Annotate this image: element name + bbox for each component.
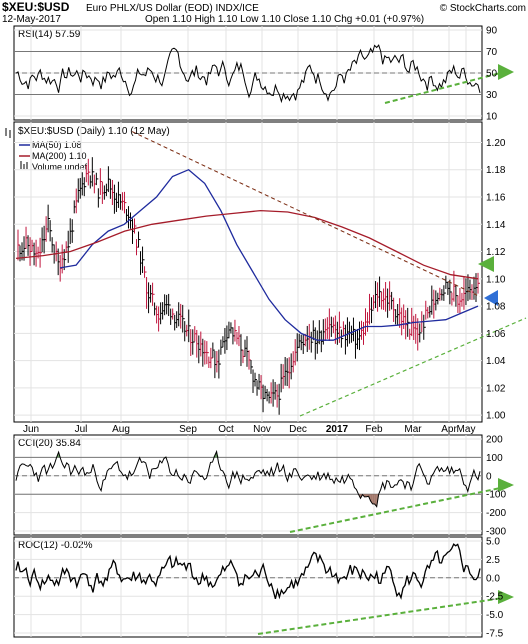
y-tick-label: -100: [486, 490, 506, 501]
chart-date: 12-May-2017: [2, 14, 61, 25]
month-label: Sep: [179, 424, 197, 435]
month-label: 2017: [326, 424, 349, 435]
cci-fill: [374, 494, 377, 507]
y-tick-label: 1.20: [486, 138, 506, 149]
month-label: Nov: [253, 424, 271, 435]
price-title: $XEU:$USD (Daily) 1.10 (12 May): [18, 126, 170, 137]
ma200-line: [15, 209, 479, 280]
downtrend-line: [131, 131, 481, 297]
y-tick-label: 1.00: [486, 411, 506, 422]
y-tick-label: 30: [486, 90, 498, 101]
rsi-title: RSI(14) 57.59: [18, 29, 81, 40]
cci-line: [15, 449, 481, 508]
price-support-trendline: [299, 317, 527, 417]
month-label: Jun: [23, 424, 39, 435]
y-tick-label: 1.12: [486, 247, 506, 258]
price-green-arrow: [478, 256, 494, 272]
roc-line: [15, 543, 481, 600]
month-label: Apr: [441, 424, 457, 435]
ma50-line: [59, 168, 479, 341]
ohlc-readout: Open 1.10 High 1.10 Low 1.10 Close 1.10 …: [145, 14, 424, 25]
y-tick-label: 50: [486, 69, 498, 80]
y-tick-label: 1.04: [486, 356, 506, 367]
symbol-title: $XEU:$USD: [2, 0, 70, 14]
y-tick-label: 1.10: [486, 274, 506, 285]
cci-fill: [372, 494, 375, 505]
y-tick-label: 0.0: [486, 573, 500, 584]
price-panel: [13, 121, 483, 423]
legend-ma50: MA(50) 1.08: [32, 140, 82, 150]
cci-support-trendline: [289, 485, 511, 533]
price-blue-arrow: [484, 290, 498, 306]
roc-support-trendline: [257, 596, 511, 635]
roc-title: ROC(12) -0.02%: [18, 540, 93, 551]
y-tick-label: 2.5: [486, 555, 500, 566]
y-tick-label: 100: [486, 453, 503, 464]
roc-panel: [13, 536, 483, 638]
y-tick-label: 1.14: [486, 220, 506, 231]
y-tick-label: -7.5: [486, 629, 504, 640]
symbol-description: Euro PHLX/US Dollar (EOD) INDX/ICE: [86, 3, 259, 14]
y-tick-label: 10: [486, 112, 498, 123]
y-tick-label: 0: [486, 471, 492, 482]
month-label: Mar: [404, 424, 422, 435]
y-tick-label: 1.06: [486, 329, 506, 340]
month-label: Aug: [112, 424, 130, 435]
y-tick-label: -300: [486, 527, 506, 538]
y-tick-label: 5.0: [486, 537, 500, 548]
y-tick-label: 70: [486, 47, 498, 58]
y-tick-label: 200: [486, 435, 503, 446]
legend-ma200: MA(200) 1.10: [32, 151, 87, 161]
y-tick-label: -5.0: [486, 610, 504, 621]
legend-volume: Volume undef: [32, 162, 88, 172]
cci-title: CCI(20) 35.84: [18, 438, 81, 449]
y-tick-label: 1.18: [486, 165, 506, 176]
price-bars-icon: [5, 128, 11, 138]
y-tick-label: 1.02: [486, 383, 506, 394]
month-label: May: [457, 424, 476, 435]
rsi-support-trendline: [384, 70, 509, 104]
y-tick-label: 90: [486, 26, 498, 37]
cci-panel: [13, 434, 483, 536]
cci-arrow: [498, 478, 514, 492]
month-label: Oct: [218, 424, 234, 435]
rsi-line: [15, 44, 481, 104]
rsi-arrow: [498, 64, 514, 80]
watermark: © StockCharts.com: [440, 3, 526, 14]
y-tick-label: -2.5: [486, 592, 504, 603]
month-label: Feb: [365, 424, 383, 435]
month-label: Jul: [75, 424, 88, 435]
y-tick-label: -200: [486, 508, 506, 519]
y-tick-label: 1.16: [486, 193, 506, 204]
month-label: Dec: [289, 424, 307, 435]
legend-volume-swatch: [20, 161, 28, 169]
y-tick-label: 1.08: [486, 302, 506, 313]
roc-arrow: [498, 590, 514, 604]
